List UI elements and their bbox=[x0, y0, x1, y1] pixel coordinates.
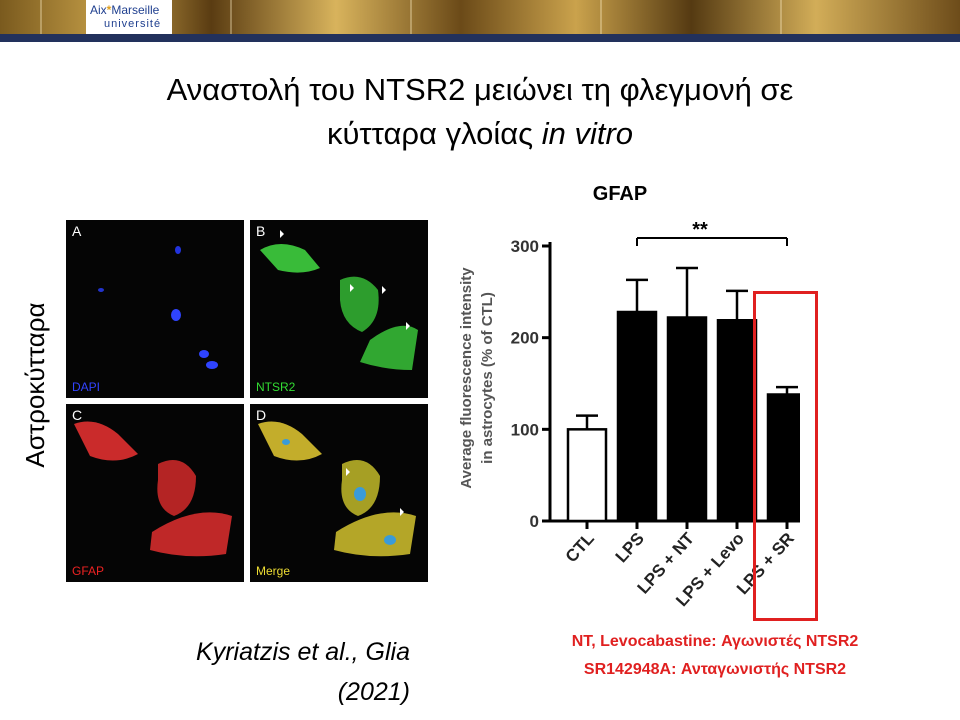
x-tick-label-1: LPS bbox=[612, 529, 648, 566]
panel-d-letter: D bbox=[256, 407, 267, 423]
title-line-2: κύτταρα γλοίας in vitro bbox=[20, 112, 940, 156]
citation: Kyriatzis et al., Glia (2021) bbox=[120, 632, 410, 712]
bar-0 bbox=[566, 428, 608, 523]
merge-image bbox=[258, 421, 416, 557]
chart-svg: GFAP Average fluorescence intensity in ast… bbox=[458, 183, 808, 610]
dapi-image bbox=[98, 246, 218, 369]
logo-star-icon: * bbox=[106, 3, 112, 17]
bar-2 bbox=[666, 316, 708, 523]
university-logo: Aix*Marseille université bbox=[86, 0, 172, 40]
drug-notes: NT, Levocabastine: Αγωνιστές NTSR2 SR142… bbox=[505, 628, 925, 684]
panel-a-letter: A bbox=[72, 223, 82, 239]
panel-c-letter: C bbox=[72, 407, 83, 423]
microscopy-panel-a: A DAPI bbox=[66, 220, 244, 398]
citation-line-2: (2021) bbox=[337, 678, 410, 706]
title-line-1: Αναστολή του NTSR2 μειώνει τη φλεγμονή σ… bbox=[166, 72, 794, 107]
title-line-2-plain: κύτταρα γλοίας bbox=[326, 116, 534, 151]
gfap-image bbox=[74, 421, 232, 557]
bar-4 bbox=[766, 393, 808, 523]
bar-3 bbox=[716, 319, 758, 523]
panel-d-caption: Merge bbox=[256, 564, 291, 578]
x-tick-label-0: CTL bbox=[562, 529, 598, 566]
panel-c-caption: GFAP bbox=[72, 564, 105, 578]
microscopy-panel-d: D Merge bbox=[250, 404, 428, 582]
ntsr2-image bbox=[260, 230, 418, 370]
y-tick-label-200: 200 bbox=[511, 329, 539, 348]
microscopy-figure: A DAPI B NTSR2 C GFAP bbox=[66, 220, 430, 584]
slide-title: Αναστολή του NTSR2 μειώνει τη φλεγμονή σ… bbox=[20, 68, 940, 156]
chart-title: GFAP bbox=[593, 183, 647, 205]
y-tick-label-300: 300 bbox=[511, 237, 539, 256]
logo-text-aix: Aix bbox=[90, 3, 107, 17]
significance-label: ** bbox=[692, 219, 708, 241]
y-tick-label-0: 0 bbox=[530, 512, 539, 531]
microscopy-panel-b: B NTSR2 bbox=[250, 220, 428, 398]
bar-1 bbox=[616, 310, 658, 523]
gfap-bar-chart: GFAP Average fluorescence intensity in ast… bbox=[440, 178, 808, 618]
y-tick-label-100: 100 bbox=[511, 420, 539, 439]
y-axis-label-line-2: in astrocytes (% of CTL) bbox=[479, 292, 496, 464]
citation-line-1: Kyriatzis et al., Glia bbox=[196, 638, 410, 666]
highlight-box bbox=[753, 291, 818, 621]
y-axis-label-line-1: Average fluorescence intensity bbox=[458, 267, 475, 489]
notes-line-2: SR142948A: Ανταγωνιστής NTSR2 bbox=[583, 661, 847, 678]
microscopy-panel-c: C GFAP bbox=[66, 404, 244, 582]
header-banner: Aix*Marseille université bbox=[0, 0, 960, 42]
panel-a-caption: DAPI bbox=[72, 380, 101, 394]
notes-line-1: NT, Levocabastine: Αγωνιστές NTSR2 bbox=[571, 633, 859, 650]
panel-b-caption: NTSR2 bbox=[256, 380, 296, 394]
panel-b-letter: B bbox=[256, 223, 266, 239]
logo-text-marseille: Marseille bbox=[111, 3, 160, 17]
astrocytes-label: Αστροκύτταρα bbox=[20, 302, 50, 468]
logo-text-universite: université bbox=[104, 18, 162, 30]
title-line-2-italic: in vitro bbox=[541, 116, 634, 151]
